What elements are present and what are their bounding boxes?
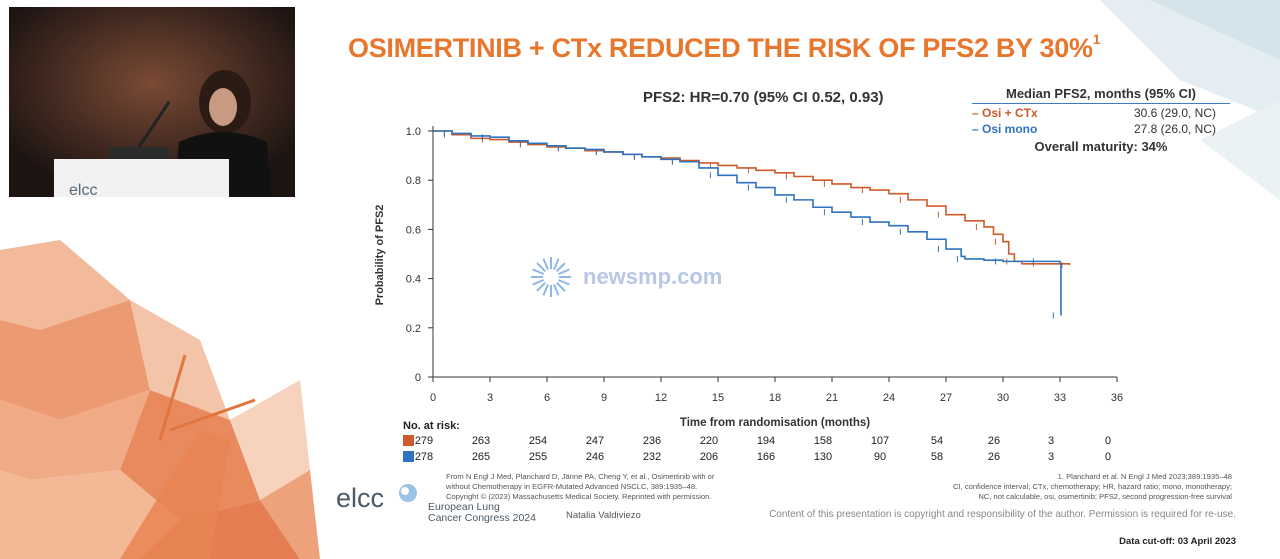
x-tick-label-12: 36 (1111, 392, 1123, 404)
source-citation: From N Engl J Med, Planchard D, Jänne PA… (446, 472, 746, 502)
y-tick-label-3: 0.6 (406, 224, 421, 236)
overall-maturity: Overall maturity: 34% (1034, 139, 1168, 154)
median-label-osi-ctx: – Osi + CTx (972, 106, 1038, 120)
risk-value-1-8: 90 (874, 451, 886, 463)
risk-value-1-4: 232 (643, 451, 661, 463)
x-tick-label-0: 0 (430, 392, 436, 404)
risk-value-0-12: 0 (1105, 435, 1111, 447)
x-tick-label-6: 18 (769, 392, 781, 404)
speaker-name: Natalia Valdiviezo (566, 510, 641, 521)
x-tick-label-9: 27 (940, 392, 952, 404)
series-line-osi-mono (433, 130, 1062, 316)
risk-value-0-5: 220 (700, 435, 718, 447)
risk-value-1-7: 130 (814, 451, 832, 463)
y-axis-label: Probability of PFS2 (374, 205, 386, 306)
y-tick-label-1: 0.2 (406, 323, 421, 335)
svg-text:elcc: elcc (69, 182, 97, 197)
logo-text: elcc (336, 483, 385, 513)
x-axis-label: Time from randomisation (months) (680, 417, 870, 429)
risk-value-1-2: 255 (529, 451, 547, 463)
logo-sub-line-2: Cancer Congress 2024 (428, 512, 536, 524)
median-pfs2-box: Median PFS2, months (95% CI) – Osi + CTx… (972, 86, 1230, 154)
speaker-video-icon: elcc (9, 7, 295, 197)
risk-value-0-0: 279 (415, 435, 433, 447)
risk-value-1-3: 246 (586, 451, 604, 463)
source-line-3: Copyright © (2023) Massachusetts Medical… (446, 492, 712, 501)
y-tick-label-4: 0.8 (406, 175, 421, 187)
median-label-osi-mono: – Osi mono (972, 122, 1038, 136)
elcc-logo: elcc (336, 483, 417, 514)
x-tick-label-1: 3 (487, 392, 493, 404)
ref-line-3: NC, not calculable, osi, osimertinib; PF… (978, 492, 1232, 501)
reference-notes: 1. Planchard et al. N Engl J Med 2023;38… (872, 472, 1232, 502)
source-line-2: without Chemotherapy in EGFR-Mutated Adv… (446, 482, 698, 491)
watermark-sunburst-icon (531, 257, 571, 297)
risk-value-1-0: 278 (415, 451, 433, 463)
risk-value-0-1: 263 (472, 435, 490, 447)
logo-subtitle: European Lung Cancer Congress 2024 (428, 502, 536, 524)
speaker-video: elcc (9, 7, 295, 197)
x-tick-label-10: 30 (997, 392, 1009, 404)
logo-sub-line-1: European Lung (428, 501, 500, 513)
hazard-ratio-text: PFS2: HR=0.70 (95% CI 0.52, 0.93) (643, 89, 884, 106)
risk-value-1-6: 166 (757, 451, 775, 463)
median-value-osi-mono: 27.8 (26.0, NC) (1133, 122, 1216, 136)
risk-value-0-9: 54 (931, 435, 943, 447)
risk-table-label: No. at risk: (403, 420, 460, 432)
slide-title: OSIMERTINIB + CTx REDUCED THE RISK OF PF… (348, 31, 1101, 63)
x-tick-label-3: 9 (601, 392, 607, 404)
watermark-text: newsmp.com (583, 264, 723, 289)
risk-value-1-1: 265 (472, 451, 490, 463)
logo-bubble-icon (399, 484, 417, 502)
data-cutoff: Data cut-off: 03 April 2023 (1119, 536, 1236, 547)
y-tick-label-5: 1.0 (406, 126, 421, 138)
risk-value-1-9: 58 (931, 451, 943, 463)
risk-value-0-6: 194 (757, 435, 775, 447)
y-tick-label-2: 0.4 (406, 274, 421, 286)
ref-line-1: 1. Planchard et al. N Engl J Med 2023;38… (1057, 472, 1232, 481)
x-tick-label-11: 33 (1054, 392, 1066, 404)
median-value-osi-ctx: 30.6 (29.0, NC) (1133, 106, 1216, 120)
median-row-osi-ctx: – Osi + CTx 30.6 (29.0, NC) (972, 106, 1230, 120)
source-line-1: From N Engl J Med, Planchard D, Jänne PA… (446, 472, 715, 481)
risk-row-osi-mono-marker (403, 451, 414, 462)
risk-value-1-5: 206 (700, 451, 718, 463)
risk-value-0-3: 247 (586, 435, 604, 447)
y-tick-label-0: 0 (415, 372, 421, 384)
watermark: newsmp.com (527, 253, 722, 301)
x-tick-label-7: 21 (826, 392, 838, 404)
risk-value-1-10: 26 (988, 451, 1000, 463)
risk-value-1-11: 3 (1048, 451, 1054, 463)
risk-value-0-10: 26 (988, 435, 1000, 447)
risk-value-1-12: 0 (1105, 451, 1111, 463)
x-tick-label-2: 6 (544, 392, 550, 404)
x-tick-label-8: 24 (883, 392, 895, 404)
x-tick-label-4: 12 (655, 392, 667, 404)
risk-value-0-8: 107 (871, 435, 889, 447)
ref-line-2: CI, confidence interval; CTx, chemothera… (953, 482, 1232, 491)
risk-value-0-2: 254 (529, 435, 547, 447)
x-tick-label-5: 15 (712, 392, 724, 404)
series-line-osi-ctx (433, 130, 1071, 266)
median-box-title: Median PFS2, months (95% CI) (972, 86, 1230, 104)
median-row-osi-mono: – Osi mono 27.8 (26.0, NC) (972, 122, 1230, 136)
risk-value-0-11: 3 (1048, 435, 1054, 447)
copyright-notice: Content of this presentation is copyrigh… (769, 509, 1236, 520)
risk-value-0-7: 158 (814, 435, 832, 447)
risk-row-osi-ctx-marker (403, 435, 414, 446)
risk-value-0-4: 236 (643, 435, 661, 447)
